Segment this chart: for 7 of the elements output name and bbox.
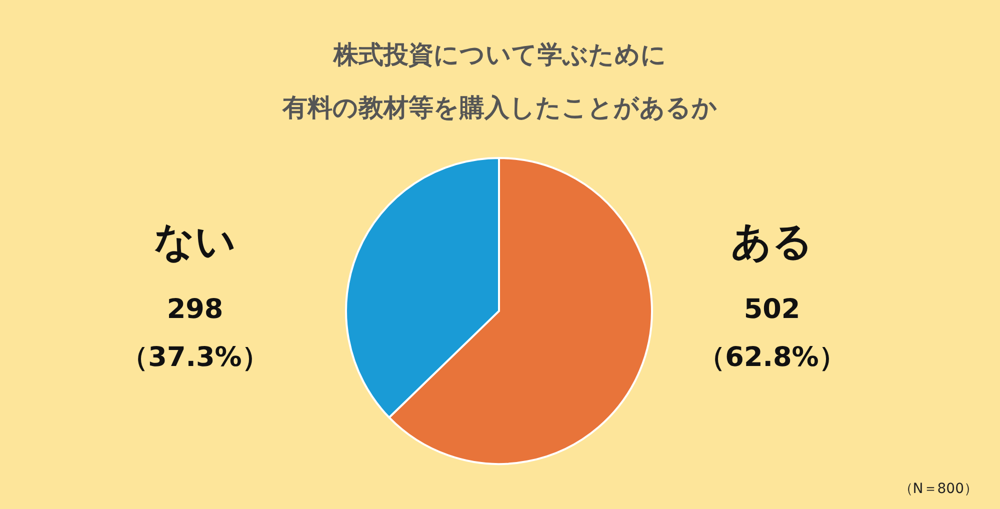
text: （N＝800） [898,481,978,497]
slice-label: ある [731,219,813,265]
data-label: 298 （37.3%） [121,294,269,373]
data-label: 502 （62.8%） [698,294,846,373]
chart-title: 株式投資について学ぶために [332,40,666,69]
chart-subtitle: 有料の教材等を購入したことがあるか [282,93,718,122]
slice-label: ない [154,219,236,265]
